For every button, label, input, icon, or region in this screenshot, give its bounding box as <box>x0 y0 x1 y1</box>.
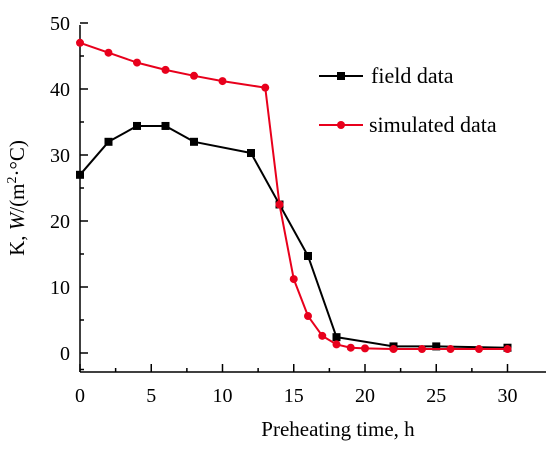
data-point-simulated-data <box>104 48 113 57</box>
x-tick-label-10: 10 <box>213 385 233 407</box>
data-point-simulated-data <box>133 58 141 67</box>
series-field-data <box>76 121 512 352</box>
y-axis-title-superscript: 2 <box>5 177 20 184</box>
y-axis-title-part-2: W <box>5 210 29 230</box>
data-point-simulated-data <box>304 312 312 321</box>
data-point-simulated-data <box>503 345 512 354</box>
y-axis-title-part-5: ·°C) <box>5 140 29 176</box>
data-point-simulated-data <box>389 345 398 354</box>
series-simulated-data <box>76 38 512 354</box>
data-point-simulated-data <box>261 83 270 92</box>
legend-label-field-data: field data <box>371 63 454 88</box>
y-tick-label-0: 0 <box>60 343 70 365</box>
x-tick-label-20: 20 <box>355 385 375 407</box>
series-layer <box>76 38 512 354</box>
axis-tick-labels: 0 5 10 15 20 25 30 0 10 20 30 40 50 <box>50 13 518 407</box>
series-line-field-data <box>79 124 508 349</box>
x-tick-label-5: 5 <box>146 385 156 407</box>
data-point-field-data <box>432 342 441 351</box>
data-point-simulated-data <box>190 71 198 80</box>
y-tick-label-40: 40 <box>50 79 70 101</box>
data-point-simulated-data <box>446 345 455 354</box>
legend-marker-field-data <box>337 72 345 80</box>
y-axis-title: K, W/(m2·°C) <box>5 140 29 256</box>
axis-ticks <box>79 22 509 372</box>
data-point-simulated-data <box>275 200 284 209</box>
data-point-field-data <box>76 170 84 179</box>
data-point-simulated-data <box>218 77 227 86</box>
y-axis-title-part-1: K, <box>5 230 29 256</box>
data-point-field-data <box>104 137 113 146</box>
data-point-simulated-data <box>318 331 327 340</box>
data-point-field-data <box>133 121 141 130</box>
data-point-simulated-data <box>346 343 355 352</box>
x-tick-label-15: 15 <box>284 385 304 407</box>
x-tick-label-25: 25 <box>426 385 446 407</box>
y-tick-label-10: 10 <box>50 277 70 299</box>
y-tick-label-50: 50 <box>50 13 70 35</box>
y-tick-label-20: 20 <box>50 211 70 233</box>
x-tick-label-0: 0 <box>75 385 85 407</box>
y-tick-label-30: 30 <box>50 145 70 167</box>
data-point-field-data <box>304 251 312 260</box>
legend-marker-simulated-data <box>337 121 345 129</box>
data-point-simulated-data <box>161 65 170 74</box>
x-tick-label-30: 30 <box>498 385 518 407</box>
data-point-field-data <box>190 137 198 146</box>
y-axis-title-part-3: /(m <box>5 184 29 213</box>
data-point-simulated-data <box>418 345 426 354</box>
data-point-simulated-data <box>289 275 298 284</box>
legend-label-simulated-data: simulated data <box>369 112 497 137</box>
data-point-simulated-data <box>332 340 341 349</box>
x-axis-title: Preheating time, h <box>261 417 415 441</box>
legend: field data simulated data <box>319 63 497 137</box>
series-line-simulated-data <box>79 41 508 351</box>
data-point-field-data <box>332 333 341 342</box>
data-point-simulated-data <box>361 344 369 353</box>
data-point-simulated-data <box>76 38 84 47</box>
data-point-field-data <box>247 149 255 158</box>
data-point-field-data <box>161 121 170 130</box>
data-point-simulated-data <box>475 345 483 354</box>
